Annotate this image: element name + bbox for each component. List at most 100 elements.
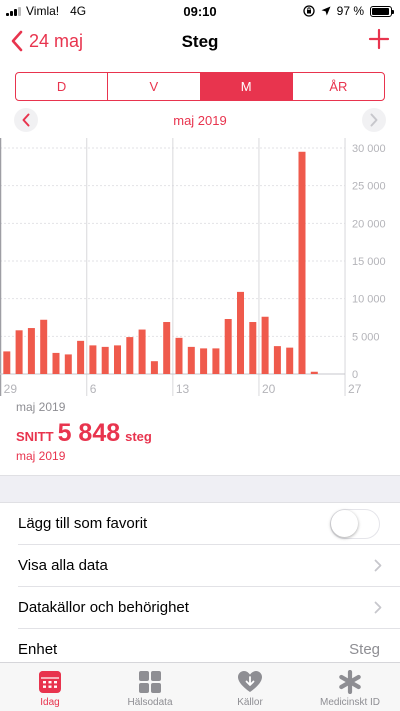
chevron-left-icon: [22, 113, 30, 127]
add-data-button[interactable]: [368, 28, 390, 55]
tab-medical-id[interactable]: Medicinskt ID: [300, 663, 400, 711]
signal-icon: [6, 6, 21, 16]
chevron-right-icon: [374, 559, 382, 572]
period-segmented-control: D V M ÅR: [15, 72, 385, 101]
status-bar: Vimla! 4G 09:10 97 %: [0, 0, 400, 22]
favorite-row: Lägg till som favorit: [18, 503, 400, 545]
y-tick-label: 5 000: [352, 331, 380, 343]
steps-bar: [89, 345, 97, 374]
show-all-data-label: Visa alla data: [18, 557, 108, 574]
unit-label: Enhet: [18, 641, 58, 658]
steps-bar: [187, 346, 195, 374]
asterisk-icon: [339, 670, 361, 694]
heart-icon: [238, 671, 262, 692]
chevron-right-icon: [370, 113, 378, 127]
average-label: SNITT: [16, 429, 54, 444]
steps-bar: [77, 340, 85, 374]
data-sources-label: Datakällor och behörighet: [18, 599, 189, 616]
tab-today[interactable]: Idag: [0, 663, 100, 711]
favorite-label: Lägg till som favorit: [18, 515, 148, 532]
chevron-left-icon: [11, 30, 23, 52]
tab-medical-id-label: Medicinskt ID: [319, 697, 380, 708]
average-value: 5 848: [57, 419, 121, 447]
steps-bar: [310, 371, 318, 374]
tab-today-label: Idag: [40, 697, 60, 708]
steps-bar: [237, 291, 244, 374]
segment-month[interactable]: M: [200, 73, 293, 100]
steps-bar: [163, 322, 171, 374]
navigation-bar: 24 maj Steg: [0, 22, 400, 66]
x-tick-label: 20: [262, 382, 276, 396]
steps-bar: [273, 346, 281, 374]
location-icon: [321, 6, 331, 16]
steps-chart-svg: 30 000 25 000 20 000 15 000 10 000 5 000 0 29 6 1…: [0, 138, 386, 396]
data-sources-row[interactable]: Datakällor och behörighet: [18, 587, 400, 629]
segment-year[interactable]: ÅR: [329, 79, 348, 94]
x-tick-label: 6: [90, 382, 97, 396]
section-separator: [0, 475, 400, 503]
y-tick-label: 20 000: [352, 218, 386, 230]
average-summary: maj 2019 SNITT 5 848 steg maj 2019: [16, 400, 152, 463]
steps-bar: [126, 337, 134, 374]
x-tick-label: 29: [4, 382, 18, 396]
steps-bar: [261, 316, 269, 374]
favorite-toggle[interactable]: [330, 509, 380, 539]
steps-bar: [114, 345, 121, 374]
month-navigation: maj 2019: [0, 108, 400, 134]
steps-bar: [150, 361, 158, 374]
segment-day[interactable]: D: [16, 73, 109, 100]
settings-list: Lägg till som favorit Visa alla data Dat…: [0, 503, 400, 671]
steps-bar: [101, 346, 109, 374]
network-label: 4G: [70, 4, 87, 18]
chevron-right-icon: [374, 601, 382, 614]
orientation-lock-icon: [302, 5, 315, 17]
y-tick-label: 25 000: [352, 181, 386, 193]
steps-bar: [27, 328, 35, 374]
grid-icon: [139, 671, 161, 693]
tab-bar: Idag Hälsodata Källor: [0, 662, 400, 711]
unit-row[interactable]: Enhet Steg: [18, 629, 400, 671]
battery-icon: [370, 5, 394, 17]
y-tick-label: 30 000: [352, 143, 386, 155]
previous-month-button[interactable]: [14, 108, 38, 132]
x-tick-label: 13: [176, 382, 190, 396]
tab-health-data[interactable]: Hälsodata: [100, 663, 200, 711]
page-title: Steg: [181, 32, 219, 51]
steps-bar: [249, 322, 257, 374]
steps-bar: [15, 330, 23, 374]
show-all-data-row[interactable]: Visa alla data: [18, 545, 400, 587]
steps-bar: [298, 151, 306, 374]
steps-bar: [52, 352, 60, 374]
steps-bar: [40, 319, 48, 374]
back-label: 24 maj: [29, 30, 84, 51]
steps-bar: [175, 337, 183, 374]
average-unit: steg: [125, 429, 152, 444]
y-tick-label: 10 000: [352, 294, 386, 306]
steps-chart[interactable]: 30 000 25 000 20 000 15 000 10 000 5 000 0 29 6 1…: [0, 138, 400, 400]
steps-bar: [286, 347, 294, 374]
month-label: maj 2019: [173, 113, 227, 128]
steps-bar: [64, 354, 72, 374]
y-tick-label: 15 000: [352, 256, 386, 268]
tab-sources-label: Källor: [237, 697, 263, 708]
summary-month-bottom: maj 2019: [16, 449, 66, 463]
plus-icon: [368, 28, 390, 50]
battery-percent: 97 %: [336, 4, 364, 18]
status-time: 09:10: [183, 4, 217, 19]
calendar-icon: [39, 671, 61, 693]
unit-value: Steg: [349, 641, 380, 658]
tab-sources[interactable]: Källor: [200, 663, 300, 711]
x-tick-label: 27: [348, 382, 362, 396]
steps-bar: [200, 348, 208, 374]
tab-health-data-label: Hälsodata: [127, 697, 173, 708]
segment-week[interactable]: V: [108, 73, 201, 100]
steps-bar: [212, 348, 220, 374]
y-tick-label: 0: [352, 369, 358, 381]
carrier-label: Vimla!: [26, 4, 60, 18]
steps-bar: [138, 329, 146, 374]
back-button[interactable]: 24 maj: [10, 30, 83, 52]
steps-bar: [224, 319, 232, 374]
next-month-button[interactable]: [362, 108, 386, 132]
steps-bar: [3, 351, 11, 374]
summary-month-top: maj 2019: [16, 400, 66, 414]
